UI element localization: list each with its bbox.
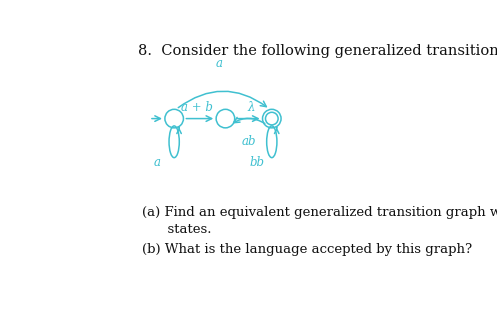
Text: a: a (216, 57, 223, 70)
Text: bb: bb (249, 156, 265, 169)
Text: (b) What is the language accepted by this graph?: (b) What is the language accepted by thi… (143, 243, 473, 256)
Text: states.: states. (143, 223, 212, 236)
Text: 8.  Consider the following generalized transition graph.: 8. Consider the following generalized tr… (138, 44, 497, 58)
Text: a: a (154, 156, 161, 169)
Text: ab: ab (242, 134, 256, 147)
Text: a + b: a + b (181, 101, 213, 114)
Text: λ: λ (248, 101, 255, 114)
Text: (a) Find an equivalent generalized transition graph with only two: (a) Find an equivalent generalized trans… (143, 206, 497, 219)
